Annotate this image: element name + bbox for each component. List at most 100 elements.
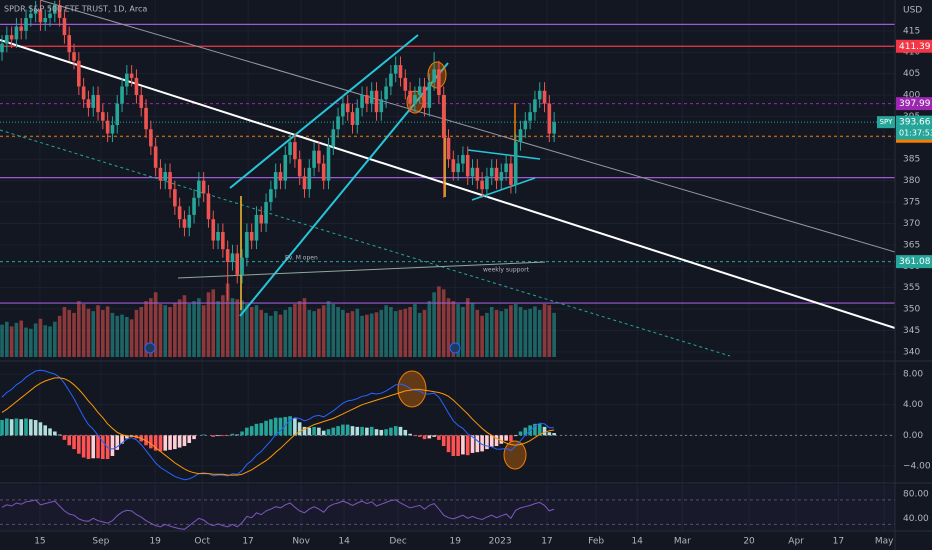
macd-histogram-bar xyxy=(72,435,76,450)
candle-body xyxy=(432,69,436,83)
y-tick-label: 345 xyxy=(903,326,920,336)
volume-bar xyxy=(19,320,24,357)
macd-histogram-bar xyxy=(264,420,268,436)
macd-histogram-bar xyxy=(465,435,470,456)
candle-body xyxy=(451,159,456,173)
volume-bar xyxy=(105,306,110,357)
macd-histogram-bar xyxy=(518,431,523,436)
volume-bar xyxy=(278,314,283,357)
volume-bar xyxy=(326,301,331,357)
macd-histogram-bar xyxy=(221,435,225,437)
candle-body xyxy=(485,176,489,190)
rsi-tick-label: 40.00 xyxy=(903,514,929,524)
macd-histogram-bar xyxy=(278,417,283,436)
candle-body xyxy=(9,35,14,40)
candle-body xyxy=(537,90,542,100)
volume-bar xyxy=(427,301,432,357)
volume-bar xyxy=(101,309,105,357)
volume-bar xyxy=(197,298,201,357)
candle-body xyxy=(513,142,518,185)
macd-histogram-bar xyxy=(168,435,172,450)
macd-histogram-bar xyxy=(86,435,91,460)
candle-body xyxy=(115,103,120,125)
candle-body xyxy=(182,219,187,228)
macd-histogram-bar xyxy=(533,423,537,436)
x-tick-label: 20 xyxy=(743,537,755,547)
candle-body xyxy=(389,73,393,87)
candle-body xyxy=(379,99,384,113)
macd-histogram-bar xyxy=(14,418,19,436)
candle-body xyxy=(384,86,388,100)
volume-bar xyxy=(350,311,355,357)
event-icon[interactable] xyxy=(144,342,156,354)
volume-bar xyxy=(125,317,129,357)
volume-bar xyxy=(331,304,336,357)
candle-body xyxy=(235,253,240,275)
volume-bar xyxy=(254,305,259,357)
macd-histogram-bar xyxy=(475,435,480,453)
candle-body xyxy=(475,167,480,181)
candle-body xyxy=(91,95,96,108)
volume-bar xyxy=(48,326,52,357)
macd-histogram-bar xyxy=(461,435,465,455)
candle-body xyxy=(307,167,312,190)
candle-body xyxy=(158,167,163,181)
candle-body xyxy=(465,154,470,177)
volume-bar xyxy=(72,312,76,357)
macd-histogram-bar xyxy=(552,433,556,436)
macd-histogram-bar xyxy=(302,426,307,436)
macd-histogram-bar xyxy=(321,430,326,436)
trend-line xyxy=(0,39,895,329)
candle-body xyxy=(480,180,484,190)
volume-bar xyxy=(158,304,163,357)
volume-bar xyxy=(547,305,552,357)
macd-histogram-bar xyxy=(336,426,340,436)
macd-histogram-bar xyxy=(57,434,62,436)
x-tick-label: Nov xyxy=(292,537,310,547)
macd-histogram-bar xyxy=(297,422,302,436)
macd-histogram-bar xyxy=(509,435,513,442)
macd-histogram-bar xyxy=(158,435,163,452)
macd-histogram-bar xyxy=(62,435,67,440)
candle-body xyxy=(489,167,494,177)
volume-bar xyxy=(446,298,451,357)
macd-histogram-bar xyxy=(153,435,158,451)
volume-bar xyxy=(206,292,211,357)
volume-bar xyxy=(187,304,192,357)
macd-histogram-bar xyxy=(317,427,321,436)
macd-histogram-bar xyxy=(53,431,57,436)
candle-body xyxy=(509,163,513,185)
volume-bar xyxy=(470,302,475,357)
candle-body xyxy=(269,189,273,203)
candle-body xyxy=(24,17,28,31)
volume-bar xyxy=(235,299,240,357)
volume-bar xyxy=(437,286,441,357)
volume-bar xyxy=(422,309,427,357)
candle-body xyxy=(81,86,86,100)
candle-body xyxy=(149,129,153,147)
volume-bar xyxy=(360,315,364,357)
volume-bar xyxy=(53,321,57,357)
x-tick-label: 2023 xyxy=(489,537,512,547)
macd-histogram-bar xyxy=(437,435,441,440)
event-icon[interactable] xyxy=(449,342,461,354)
macd-pane xyxy=(0,369,895,481)
volume-bar xyxy=(211,289,216,357)
candle-body xyxy=(197,180,201,198)
macd-histogram-bar xyxy=(417,435,422,437)
countdown: 01:37:53 xyxy=(899,129,932,138)
volume-bar xyxy=(307,309,312,357)
macd-histogram-bar xyxy=(369,426,374,436)
candle-body xyxy=(206,193,211,220)
volume-bar xyxy=(163,305,168,357)
volume-bar xyxy=(192,301,196,357)
macd-histogram-bar xyxy=(67,435,72,446)
volume-bar xyxy=(115,315,120,357)
macd-histogram-bar xyxy=(384,429,388,436)
volume-bar xyxy=(91,311,96,357)
macd-histogram-bar xyxy=(504,435,508,441)
candle-body xyxy=(19,26,24,31)
candle-body xyxy=(254,214,259,241)
candle-body xyxy=(273,172,278,190)
macd-histogram-bar xyxy=(341,424,345,436)
